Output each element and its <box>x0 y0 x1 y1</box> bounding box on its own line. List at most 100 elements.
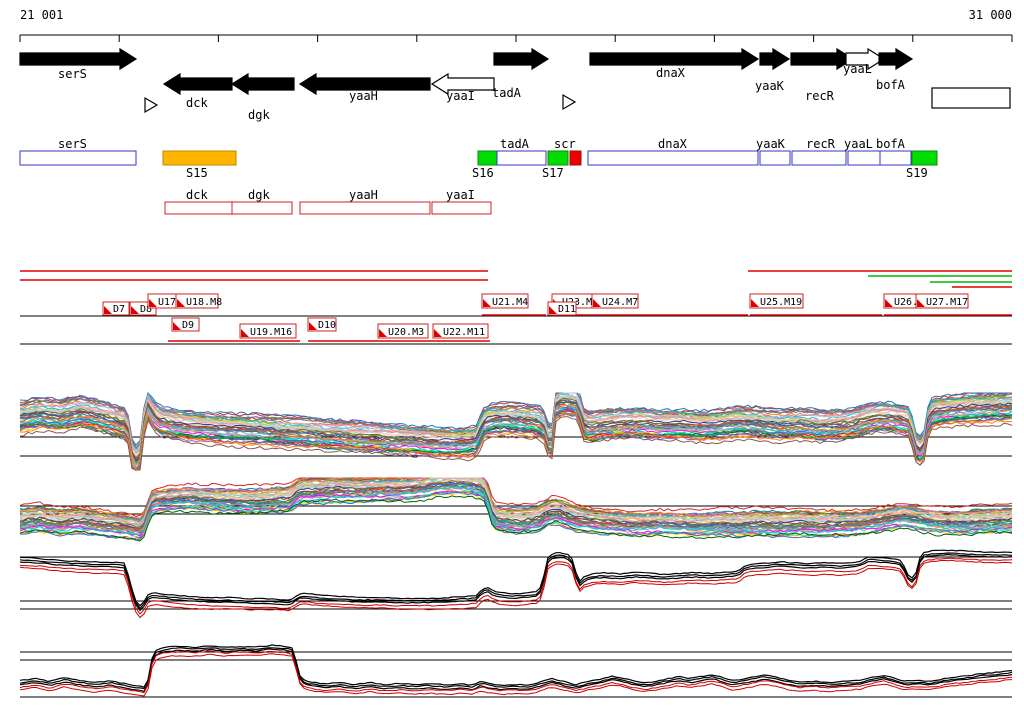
annotation-box-yaaK[interactable] <box>759 150 791 166</box>
gene-label-yaaI: yaaI <box>446 89 475 103</box>
signal-track-1 <box>19 391 1013 471</box>
operon-label-yaaI: yaaI <box>446 188 475 202</box>
segment-box-U24.M7[interactable] <box>591 293 639 309</box>
gene-label-serS: serS <box>58 67 87 81</box>
signal-track-2 <box>19 477 1013 542</box>
segment-flag-icon <box>379 329 387 337</box>
signal-line <box>19 553 1013 612</box>
gene-arrow-yaaH[interactable] <box>298 72 431 96</box>
segment-flag-icon <box>149 299 157 307</box>
operon-box-dgk[interactable] <box>231 201 293 215</box>
operon-box-dck[interactable] <box>164 201 233 215</box>
segment-label-U25.M19: U25.M19 <box>760 297 802 308</box>
annotation-label-bofA: bofA <box>876 137 906 151</box>
segment-box-U20.M3[interactable] <box>377 323 429 339</box>
gene-label-yaaK: yaaK <box>755 79 785 93</box>
annotation-box-tadA[interactable] <box>496 150 547 166</box>
annotation-label-yaaL: yaaL <box>844 137 873 151</box>
segment-label-U20.M3: U20.M3 <box>388 327 424 338</box>
signal-line <box>19 406 1013 466</box>
segment-label-U23.M9: U23.M9 <box>562 297 598 308</box>
ruler-start-label: 21 001 <box>20 8 64 22</box>
annotation-label-tadA: tadA <box>500 137 530 151</box>
annotation-box-yaaL[interactable] <box>847 150 881 166</box>
gene-arrow-yaaI[interactable] <box>430 72 495 96</box>
segment-box-U19.M16[interactable] <box>239 323 297 339</box>
gene-arrow-dnaX[interactable] <box>589 47 760 71</box>
segment-box-U27.M17[interactable] <box>915 293 969 309</box>
signal-line <box>19 648 1013 692</box>
segment-box-U18.M8[interactable] <box>175 293 219 309</box>
annotation-label-S19: S19 <box>906 166 928 180</box>
annotation-label-dnaX: dnaX <box>658 137 688 151</box>
segment-label-U18.M8: U18.M8 <box>186 297 222 308</box>
segment-flag-icon <box>751 299 759 307</box>
operon-label-yaaH: yaaH <box>349 188 378 202</box>
annotation-box-serS[interactable] <box>19 150 137 166</box>
annotation-box-scr[interactable] <box>569 150 582 166</box>
signal-line <box>19 409 1013 471</box>
operon-box-yaaH[interactable] <box>299 201 431 215</box>
signal-line <box>20 405 1013 467</box>
signal-line <box>19 549 1013 607</box>
gene-arrow-dck[interactable] <box>162 72 233 96</box>
gene-arrow-bofA[interactable] <box>878 47 914 71</box>
annotation-label-S15: S15 <box>186 166 208 180</box>
signal-line <box>19 412 1013 471</box>
gene-label-dck: dck <box>186 96 208 110</box>
signal-line <box>19 392 1013 452</box>
gene-label-dnaX: dnaX <box>656 66 686 80</box>
signal-track-4 <box>19 644 1013 698</box>
signal-line <box>19 557 1013 615</box>
signal-line <box>19 412 1013 471</box>
gene-label-yaaH: yaaH <box>349 89 378 103</box>
annotation-box-S17[interactable] <box>547 150 569 166</box>
annotation-label-serS: serS <box>58 137 87 151</box>
operon-label-dgk: dgk <box>248 188 270 202</box>
gene-label-bofA: bofA <box>876 78 906 92</box>
segment-flag-icon <box>309 322 317 330</box>
annotation-label-S17: S17 <box>542 166 564 180</box>
segment-box-D11[interactable] <box>547 301 577 316</box>
operon-box-yaaI[interactable] <box>431 201 492 215</box>
signal-line <box>19 495 1013 542</box>
signal-line <box>19 392 1013 449</box>
signal-line <box>19 491 1013 541</box>
gene-arrow-yaaL[interactable] <box>845 47 886 71</box>
annotation-label-recR: recR <box>806 137 836 151</box>
gene-arrow-dgk[interactable] <box>230 72 295 96</box>
gene-arrow-yaaK[interactable] <box>759 47 791 71</box>
signal-line <box>19 391 1013 451</box>
segment-box-D10[interactable] <box>307 317 337 332</box>
gene-label-yaaL: yaaL <box>843 62 872 76</box>
annotation-box-S19[interactable] <box>911 150 938 166</box>
annotation-box-recR[interactable] <box>791 150 847 166</box>
segment-flag-icon <box>549 306 557 314</box>
segment-flag-icon <box>593 299 601 307</box>
gene-label-recR: recR <box>805 89 835 103</box>
segment-flag-icon <box>483 299 491 307</box>
signal-line <box>19 644 1013 688</box>
signal-line <box>19 416 1013 471</box>
segment-flag-icon <box>173 322 181 330</box>
annotation-box-S16[interactable] <box>477 150 498 166</box>
signal-line <box>19 559 1013 619</box>
segment-box-U22.M11[interactable] <box>432 323 489 339</box>
segment-box-U21.M4[interactable] <box>481 293 529 309</box>
gene-arrow-serS[interactable] <box>19 47 138 71</box>
segment-label-U27.M17: U27.M17 <box>926 297 968 308</box>
gene-arrow-recR[interactable] <box>790 47 855 71</box>
annotation-box-dnaX[interactable] <box>587 150 759 166</box>
signal-track-3 <box>19 549 1013 619</box>
annotation-label-S16: S16 <box>472 166 494 180</box>
annotation-box-S15[interactable] <box>162 150 237 166</box>
segment-flag-icon <box>917 299 925 307</box>
signal-line <box>19 478 1013 526</box>
signal-line <box>19 650 1013 694</box>
segment-box-U25.M19[interactable] <box>749 293 804 309</box>
signal-line <box>19 392 1012 446</box>
gene-arrow-tadA[interactable] <box>493 47 550 71</box>
annotation-box-bofA[interactable] <box>879 150 912 166</box>
